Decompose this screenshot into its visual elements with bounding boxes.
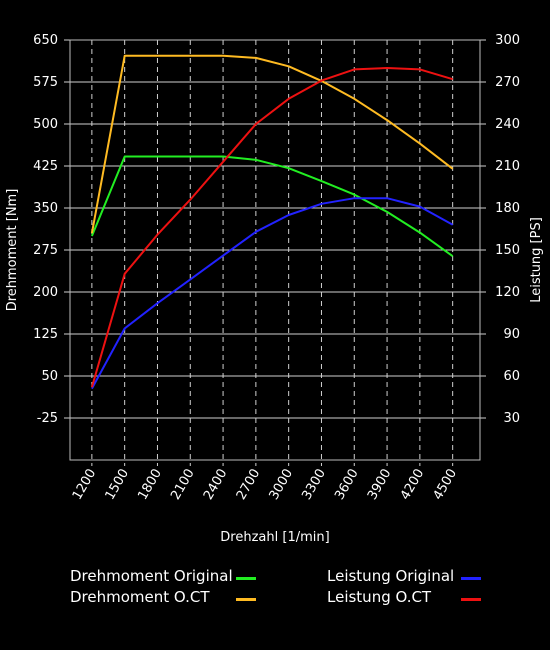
x-tick-label: 2100 bbox=[168, 467, 198, 503]
right-tick-label: 90 bbox=[503, 327, 520, 342]
x-tick-label: 4200 bbox=[398, 467, 428, 503]
legend-item-drehmoment-oct: Drehmoment O.CT bbox=[70, 588, 256, 606]
plot-frame bbox=[69, 39, 481, 461]
x-tick-label: 1200 bbox=[70, 467, 100, 503]
horizontal-gridlines bbox=[64, 39, 486, 419]
left-tick-label: 500 bbox=[33, 117, 58, 132]
vertical-gridlines bbox=[91, 40, 454, 466]
x-axis-title: Drehzahl [1/min] bbox=[220, 530, 329, 545]
x-tick-label: 1800 bbox=[135, 467, 165, 503]
legend-label: Drehmoment Original bbox=[70, 567, 233, 585]
left-tick-label: 425 bbox=[33, 159, 58, 174]
legend-swatch bbox=[236, 577, 256, 580]
legend-label: Drehmoment O.CT bbox=[70, 588, 210, 606]
x-axis-ticks: 1200 1500 1800 2100 2400 2700 3000 3300 3600 3900… bbox=[70, 467, 460, 503]
x-tick-label: 3900 bbox=[365, 467, 395, 503]
right-tick-label: 270 bbox=[495, 75, 520, 90]
x-tick-label: 3000 bbox=[267, 467, 297, 503]
right-tick-label: 120 bbox=[495, 285, 520, 300]
legend-swatch bbox=[461, 598, 481, 601]
legend-item-leistung-oct: Leistung O.CT bbox=[327, 588, 481, 606]
left-axis-ticks: -25 50 125 200 275 350 425 500 575 650 bbox=[33, 33, 58, 426]
right-tick-label: 300 bbox=[495, 33, 520, 48]
right-tick-label: 210 bbox=[495, 159, 520, 174]
left-tick-label: 50 bbox=[41, 369, 58, 384]
right-tick-label: 180 bbox=[495, 201, 520, 216]
right-tick-label: 150 bbox=[495, 243, 520, 258]
left-tick-label: 275 bbox=[33, 243, 58, 258]
series-line-1 bbox=[90, 54, 454, 234]
x-tick-label: 2400 bbox=[201, 467, 231, 503]
legend-label: Leistung Original bbox=[327, 567, 455, 585]
legend-swatch bbox=[461, 577, 481, 580]
right-tick-label: 240 bbox=[495, 117, 520, 132]
series-layer bbox=[90, 54, 454, 390]
x-tick-label: 1500 bbox=[103, 467, 133, 503]
right-tick-label: 60 bbox=[503, 369, 520, 384]
legend-label: Leistung O.CT bbox=[327, 588, 432, 606]
x-tick-label: 4500 bbox=[431, 467, 461, 503]
left-tick-label: 350 bbox=[33, 201, 58, 216]
series-line-0 bbox=[90, 155, 454, 258]
left-tick-label: 125 bbox=[33, 327, 58, 342]
right-axis-title: Leistung [PS] bbox=[529, 217, 544, 303]
legend-item-drehmoment-original: Drehmoment Original bbox=[70, 567, 256, 585]
series-line-3 bbox=[90, 67, 453, 388]
legend-swatch bbox=[236, 598, 256, 601]
legend-item-leistung-original: Leistung Original bbox=[327, 567, 481, 585]
left-tick-label: 200 bbox=[33, 285, 58, 300]
left-tick-label: -25 bbox=[37, 411, 58, 426]
x-tick-label: 3600 bbox=[332, 467, 362, 503]
left-tick-label: 575 bbox=[33, 75, 58, 90]
right-axis-ticks: 30 60 90 120 150 180 210 240 270 300 bbox=[495, 33, 520, 426]
left-axis-title: Drehmoment [Nm] bbox=[5, 189, 20, 312]
series-line-2 bbox=[91, 197, 454, 390]
x-tick-label: 2700 bbox=[234, 467, 264, 503]
x-tick-label: 3300 bbox=[299, 467, 329, 503]
right-tick-label: 30 bbox=[503, 411, 520, 426]
left-tick-label: 650 bbox=[33, 33, 58, 48]
